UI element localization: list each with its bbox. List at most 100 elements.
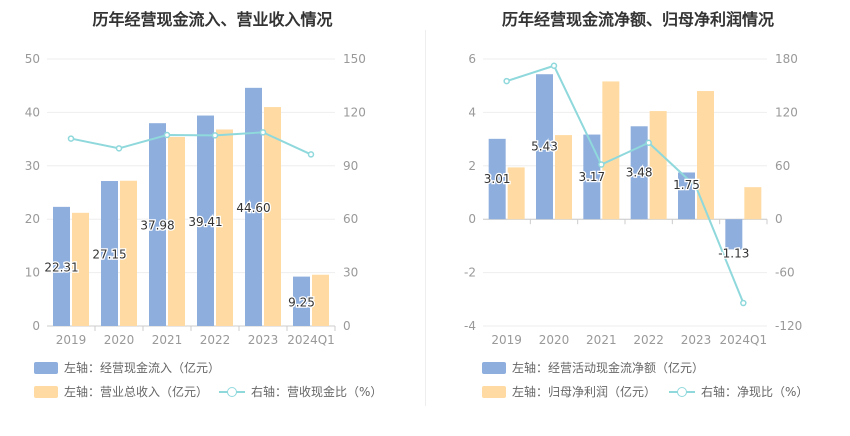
line-point <box>645 139 652 146</box>
legend-item-cash-inflow[interactable]: 左轴：经营现金流入（亿元） <box>34 359 220 376</box>
y-right-tick-label: 120 <box>343 105 366 119</box>
x-tick-label: 2024Q1 <box>287 333 335 347</box>
y-left-tick-label: -2 <box>464 266 476 280</box>
series-line <box>506 64 745 304</box>
legend-item-net-profit[interactable]: 左轴：归母净利润（亿元） <box>482 383 656 400</box>
legend-label: 左轴：归母净利润（亿元） <box>512 385 657 399</box>
y-right-tick-label: 180 <box>775 52 798 66</box>
legend-item-net-cash-ratio[interactable]: 右轴：净现比（%） <box>669 383 808 400</box>
y-left-tick-label: 0 <box>32 319 40 333</box>
y-left-tick-label: 6 <box>468 52 476 66</box>
legend-item-revenue[interactable]: 左轴：营业总收入（亿元） <box>34 383 208 400</box>
x-tick-label: 2021 <box>152 333 183 347</box>
chart-title: 历年经营现金流入、营业收入情况 <box>92 10 333 29</box>
bar-blue <box>678 172 695 220</box>
x-tick-label: 2023 <box>681 333 712 347</box>
y-left-tick-label: 50 <box>25 52 40 66</box>
line-point <box>115 145 123 152</box>
bar-blue <box>149 123 166 326</box>
line-point <box>163 131 171 139</box>
y-left-tick-label: 2 <box>468 159 476 173</box>
y-left-tick-label: 0 <box>468 212 476 226</box>
y-right-tick-label: 0 <box>343 319 351 333</box>
line-point <box>307 151 315 158</box>
data-label: 37.98 <box>140 219 174 233</box>
bar-orange <box>649 111 667 220</box>
x-tick-label: 2019 <box>491 333 522 347</box>
bar-orange <box>602 81 620 220</box>
legend-label: 左轴：经营现金流入（亿元） <box>64 361 221 375</box>
y-right-tick-label: 150 <box>343 52 366 66</box>
y-left-tick-label: 4 <box>468 105 476 119</box>
panel-divider <box>425 30 426 406</box>
y-right-tick-label: 120 <box>775 105 798 119</box>
line-point <box>598 161 605 168</box>
y-left-tick-label: 30 <box>25 159 40 173</box>
y-left-tick-label: 40 <box>25 105 40 119</box>
bar-orange <box>744 187 762 220</box>
y-right-tick-label: 60 <box>343 212 358 226</box>
data-label: 22.31 <box>44 260 78 274</box>
y-right-tick-label: 30 <box>343 266 358 280</box>
data-label: 27.15 <box>92 248 126 262</box>
legend-swatch-line <box>669 386 695 398</box>
bar-blue <box>293 276 310 326</box>
data-label: 5.43 <box>531 140 558 154</box>
data-label: -1.13 <box>718 246 749 260</box>
x-tick-label: 2019 <box>56 333 87 347</box>
line-point <box>211 132 219 139</box>
bar-orange <box>507 167 525 220</box>
legend-label: 左轴：营业总收入（亿元） <box>64 385 209 399</box>
x-tick-label: 2022 <box>200 333 231 347</box>
bar-orange <box>72 212 89 326</box>
bar-blue <box>197 115 214 326</box>
data-label: 3.48 <box>626 166 653 180</box>
legend-swatch-orange <box>482 385 506 398</box>
y-right-tick-label: 60 <box>775 159 790 173</box>
bar-orange <box>216 129 233 326</box>
line-point <box>740 299 747 307</box>
legend-label: 左轴：经营活动现金流净额（亿元） <box>512 361 705 375</box>
y-right-tick-label: 0 <box>775 212 783 226</box>
y-right-tick-label: -120 <box>775 319 802 333</box>
bar-blue <box>245 87 262 326</box>
chart-net-cash-net-profit: -4 -120 -2 -60 0 0 2 60 4 120 6 180 2019 2020 2021 2022… <box>464 52 802 347</box>
data-label: 39.41 <box>188 215 222 229</box>
bar-orange <box>697 91 714 220</box>
bar-orange <box>120 180 137 326</box>
bar-blue <box>53 206 70 326</box>
line-point <box>259 129 267 136</box>
bar-orange <box>264 107 281 326</box>
y-right-tick-label: 90 <box>343 159 358 173</box>
y-left-tick-label: -4 <box>464 319 476 333</box>
y-left-tick-label: 10 <box>25 266 40 280</box>
bar-blue <box>536 74 553 220</box>
data-label: 3.01 <box>484 172 511 186</box>
line-point <box>550 62 558 70</box>
legend-label: 右轴：净现比（%） <box>701 385 809 399</box>
data-label: 3.17 <box>578 170 605 184</box>
data-label: 1.75 <box>673 178 700 192</box>
y-right-tick-label: -60 <box>775 266 795 280</box>
legend-swatch-blue <box>482 361 506 374</box>
data-label: 44.60 <box>236 201 270 215</box>
data-label: 9.25 <box>288 295 315 309</box>
legend-label: 右轴：营收现金比（%） <box>251 385 383 399</box>
line-point <box>503 77 510 85</box>
bar-blue <box>725 219 743 250</box>
x-tick-label: 2020 <box>104 333 135 347</box>
legend-swatch-orange <box>34 385 58 398</box>
chart-cash-inflow-revenue: 0 0 10 30 20 60 30 90 40 120 50 150 2019 2020 2021 2022… <box>25 52 366 347</box>
legend-swatch-blue <box>34 361 58 374</box>
legend-item-net-cash[interactable]: 左轴：经营活动现金流净额（亿元） <box>482 359 704 376</box>
chart-panel-net-cash: 历年经营现金流净额、归母净利润情况 -4 -120 -2 -60 0 0 2 60 4 120 6 1… <box>426 0 850 436</box>
bar-blue <box>488 138 506 220</box>
series-line <box>70 131 312 156</box>
legend-swatch-line <box>219 386 245 398</box>
chart-panel-cash-inflow: 历年经营现金流入、营业收入情况 0 0 10 30 20 60 30 90 40 120 50 150… <box>25 10 383 400</box>
bar-orange <box>555 135 572 220</box>
x-tick-label: 2022 <box>633 333 664 347</box>
x-tick-label: 2023 <box>248 333 279 347</box>
x-tick-label: 2024Q1 <box>720 333 768 347</box>
legend-item-revenue-cash-ratio[interactable]: 右轴：营收现金比（%） <box>219 383 382 400</box>
